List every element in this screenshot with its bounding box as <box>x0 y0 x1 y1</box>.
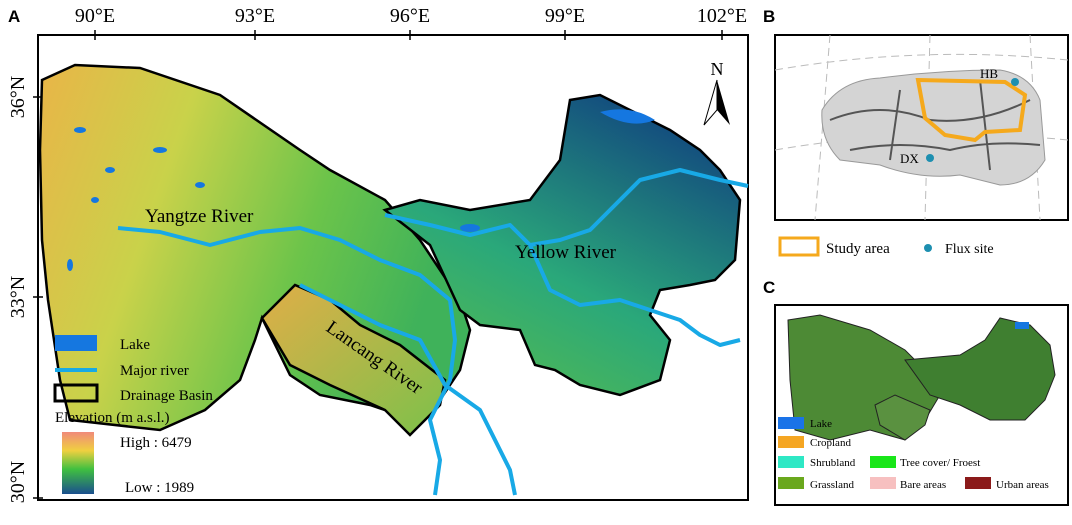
lat-label: 30°N <box>7 461 29 503</box>
river <box>299 283 517 496</box>
north-label: N <box>711 59 724 79</box>
lon-label: 93°E <box>235 5 275 27</box>
lon-label: 102°E <box>697 5 747 27</box>
legend-label: Flux site <box>945 242 994 257</box>
legend-label: Bare areas <box>900 479 946 491</box>
river <box>384 168 749 247</box>
legend-label: Drainage Basin <box>120 388 213 404</box>
river-label: Yellow River <box>515 242 617 263</box>
lon-label: 99°E <box>545 5 585 27</box>
study-area <box>915 77 1028 143</box>
legend-label: Urban areas <box>996 479 1049 491</box>
legend-a: Lake Major river Drainage Basin Elevatio… <box>53 335 213 496</box>
elevation-low: Low : 1989 <box>125 480 194 496</box>
lon-label: 96°E <box>390 5 430 27</box>
legend-label: Shrubland <box>810 457 856 469</box>
north-arrow: N <box>703 59 730 126</box>
river <box>528 244 741 347</box>
panel-label: B <box>763 7 775 26</box>
legend-label: Major river <box>120 363 189 379</box>
legend-label: Cropland <box>810 437 851 449</box>
legend-c: Lake Cropland Shrubland Tree cover/ Froe… <box>778 417 1049 491</box>
legend-label: Lake <box>120 337 150 353</box>
legend-label: Study area <box>826 241 890 257</box>
lake <box>600 109 655 124</box>
lat-label: 33°N <box>7 276 29 318</box>
elevation-ramp <box>62 432 94 494</box>
river <box>117 226 457 496</box>
elevation-title: Elevation (m a.s.l.) <box>55 410 170 426</box>
lat-label: 36°N <box>7 76 29 118</box>
flux-site <box>1011 78 1019 86</box>
landcover-basin <box>904 317 1056 421</box>
rivers <box>117 168 749 496</box>
legend-label: Lake <box>810 418 832 430</box>
lakes <box>67 127 480 271</box>
yellow-basin <box>382 93 742 397</box>
legend-label: Grassland <box>810 479 854 491</box>
landcover-basin <box>874 394 931 441</box>
lat-ticks: 36°N 33°N 30°N <box>7 76 29 503</box>
legend-label: Tree cover/ Froest <box>900 457 980 469</box>
site-label: HB <box>980 66 998 81</box>
panel-label: C <box>763 278 775 297</box>
lon-label: 90°E <box>75 5 115 27</box>
panel-label: A <box>8 7 20 26</box>
lon-ticks: 90°E 93°E 96°E 99°E 102°E <box>33 5 747 499</box>
site-label: DX <box>900 151 919 166</box>
elevation-high: High : 6479 <box>120 435 192 451</box>
river-label: Yangtze River <box>145 206 254 227</box>
flux-site <box>926 154 934 162</box>
